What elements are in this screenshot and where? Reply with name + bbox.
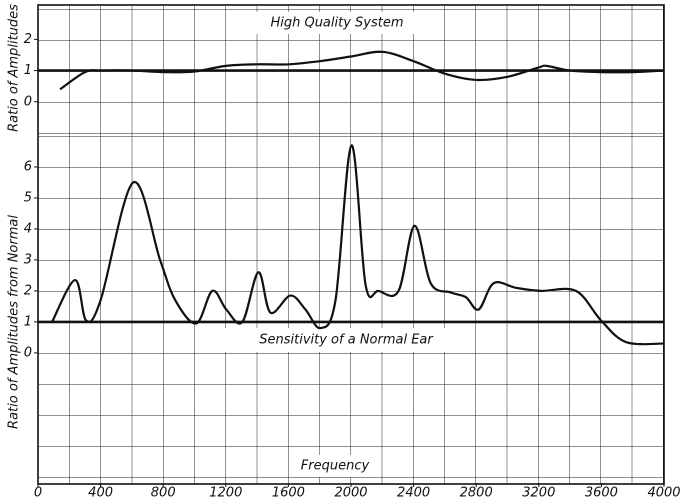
y-axis-label: Ratio of Amplitudes: [7, 4, 22, 132]
x-tick-label: 1200: [209, 486, 242, 501]
x-axis-label: Frequency: [301, 459, 370, 474]
x-tick-label: 4000: [647, 486, 680, 501]
x-tick-label: 400: [88, 486, 113, 501]
y-tick-label: 4: [24, 221, 32, 236]
curve: [59, 50, 665, 91]
y-tick-label: 1: [24, 314, 32, 329]
x-tick-label: 2000: [334, 486, 367, 501]
x-tick-label: 2400: [397, 486, 430, 501]
y-tick-label: 1: [24, 63, 32, 78]
x-tick-label: 0: [34, 486, 42, 501]
y-tick-label: 0: [24, 94, 32, 109]
annotation: Sensitivity of a Normal Ear: [259, 333, 434, 348]
x-label-bg: [290, 455, 380, 477]
x-tick-label: 1600: [272, 486, 305, 501]
title-bg: [232, 12, 442, 34]
y-tick-label: 2: [24, 283, 32, 298]
annotation-bg: [222, 328, 472, 352]
y-tick-label: 0: [24, 345, 32, 360]
x-tick-label: 3200: [522, 486, 555, 501]
x-tick-label: 2800: [460, 486, 493, 501]
grid-bottom: [38, 134, 664, 484]
y-tick-label: 5: [24, 190, 32, 205]
chart-title: High Quality System: [270, 16, 403, 31]
curve: [51, 144, 665, 346]
y-tick-label: 2: [24, 32, 32, 47]
y-tick-label: 6: [24, 159, 32, 174]
x-tick-label: 3600: [585, 486, 618, 501]
y-tick-label: 3: [24, 252, 32, 267]
y-axis-label: Ratio of Amplitudes from Normal: [7, 215, 22, 429]
x-tick-label: 800: [151, 486, 176, 501]
